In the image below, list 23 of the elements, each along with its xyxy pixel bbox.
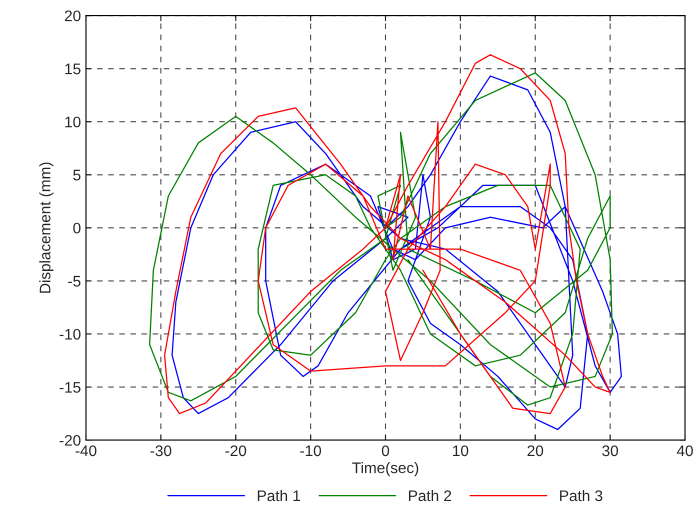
x-tick-label: 0 — [382, 445, 390, 456]
x-tick-label: 30 — [602, 445, 618, 456]
x-tick-label: 10 — [453, 445, 468, 456]
y-tick-label: -5 — [68, 276, 80, 287]
y-tick-label: 10 — [65, 116, 81, 128]
y-tick-label: 0 — [73, 222, 81, 234]
y-tick-label: -10 — [60, 328, 81, 340]
y-tick-label: 20 — [64, 10, 81, 22]
y-tick-label: 5 — [73, 170, 80, 180]
legend-label: Path 2 — [408, 490, 452, 502]
x-tick-label: -40 — [76, 445, 96, 456]
y-tick-label: 15 — [65, 64, 80, 74]
x-tick-label: -30 — [150, 445, 172, 456]
y-tick-label: -15 — [60, 382, 80, 393]
x-tick-label: -10 — [300, 445, 322, 456]
y-axis-title: Displacement (mm) — [39, 162, 54, 293]
y-tick-label: -20 — [60, 434, 81, 446]
legend-label: Path 3 — [560, 490, 602, 502]
legend-label: Path 1 — [258, 490, 300, 502]
x-tick-label: -20 — [225, 445, 246, 456]
x-tick-label: 20 — [528, 445, 544, 456]
x-tick-label: 40 — [676, 445, 693, 456]
x-axis-title: Time(sec) — [352, 462, 418, 476]
